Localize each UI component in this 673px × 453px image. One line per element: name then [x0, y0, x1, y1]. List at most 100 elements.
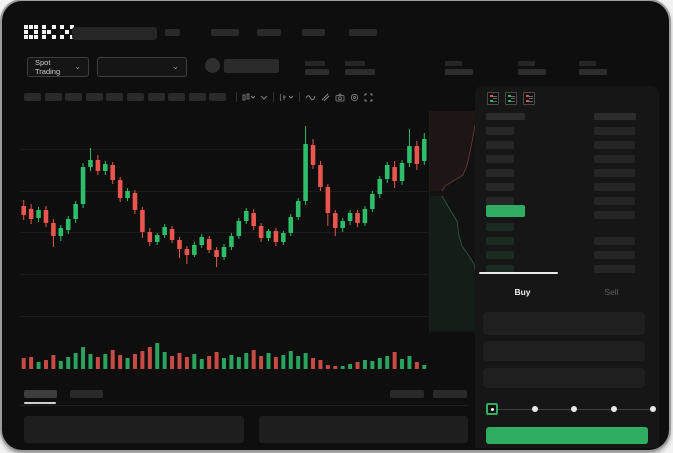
gridline [20, 191, 428, 192]
pair-selector-dropdown[interactable]: ⌄ [97, 57, 187, 77]
measure-icon[interactable] [321, 93, 330, 102]
orders-panel-placeholder [24, 416, 244, 443]
stat-label-placeholder [345, 61, 365, 66]
slider-stop[interactable] [610, 406, 617, 412]
order-side-tabs: Buy Sell [478, 272, 656, 305]
chart-toolbar-icons [236, 91, 373, 103]
depth-qty-row[interactable] [594, 197, 635, 205]
amount-slider[interactable] [486, 403, 656, 415]
timeframe-button[interactable] [44, 93, 62, 101]
order-input[interactable] [483, 368, 645, 388]
ask-row[interactable] [486, 155, 514, 163]
order-input[interactable] [483, 341, 645, 361]
bid-row[interactable] [486, 237, 514, 245]
stat-value-placeholder [579, 69, 607, 75]
nav-item-placeholder[interactable] [165, 29, 180, 36]
indicators-icon[interactable] [279, 93, 294, 102]
orderbook-left-header [486, 113, 525, 120]
bottom-action-placeholder[interactable] [390, 390, 424, 398]
gridline [20, 149, 428, 150]
ask-row[interactable] [486, 197, 514, 205]
stat-label-placeholder [518, 61, 535, 66]
nav-item-placeholder[interactable] [257, 29, 281, 36]
bid-row[interactable] [486, 265, 514, 273]
order-input[interactable] [483, 312, 645, 335]
trade-sidebar: Buy Sell [475, 86, 659, 448]
slider-stop[interactable] [486, 403, 498, 415]
timeframe-button[interactable] [85, 93, 103, 101]
bid-row[interactable] [486, 251, 514, 259]
chevron-down-icon[interactable] [260, 93, 268, 101]
volume-chart [21, 343, 427, 369]
nav-item-placeholder[interactable] [211, 29, 239, 36]
depth-qty-row[interactable] [594, 127, 635, 135]
ask-row[interactable] [486, 183, 514, 191]
timeframe-button[interactable] [24, 93, 41, 101]
buy-submit-button[interactable] [486, 427, 648, 444]
depth-qty-row[interactable] [594, 155, 635, 163]
depth-chart [429, 111, 477, 333]
settings-icon[interactable] [350, 93, 359, 102]
tab-sell[interactable]: Sell [604, 287, 619, 297]
coin-avatar [205, 58, 220, 73]
stat-label-placeholder [579, 61, 596, 66]
ask-row[interactable] [486, 169, 514, 177]
stat-value-placeholder [345, 69, 375, 75]
camera-icon[interactable] [335, 93, 345, 102]
timeframe-button[interactable] [188, 93, 206, 101]
depth-qty-row[interactable] [594, 141, 635, 149]
bottom-tab-active[interactable] [24, 390, 57, 398]
stat-value-placeholder [518, 69, 546, 75]
depth-qty-row[interactable] [594, 265, 635, 273]
nav-item-placeholder[interactable] [349, 29, 377, 36]
slider-stop[interactable] [571, 406, 577, 412]
bottom-action-placeholder[interactable] [433, 390, 467, 398]
logo-o [24, 25, 38, 39]
bottom-tab-inactive[interactable] [70, 390, 103, 398]
bid-row[interactable] [486, 223, 514, 231]
ask-row[interactable] [486, 127, 514, 135]
timeframe-button[interactable] [126, 93, 144, 101]
stat-value-placeholder [445, 69, 473, 75]
nav-item-placeholder[interactable] [302, 29, 325, 36]
chart-type-icon[interactable] [242, 93, 255, 102]
bottom-tab-underline [24, 402, 56, 404]
slider-stop[interactable] [650, 406, 656, 412]
timeframe-buttons [24, 93, 227, 101]
stat-value-placeholder [305, 69, 329, 75]
orderbook-asks-icon[interactable] [523, 92, 535, 105]
timeframe-button[interactable] [209, 93, 227, 101]
tab-buy[interactable]: Buy [478, 272, 567, 305]
last-price-placeholder [224, 59, 279, 73]
timeframe-button[interactable] [168, 93, 186, 101]
timeframe-button[interactable] [147, 93, 165, 101]
depth-qty-row[interactable] [594, 237, 635, 245]
bottom-divider [20, 405, 468, 406]
depth-qty-row[interactable] [594, 251, 635, 259]
market-type-dropdown[interactable]: Spot Trading ⌄ [27, 57, 89, 77]
orderbook-view-toggles [487, 92, 535, 105]
timeframe-button[interactable] [65, 93, 83, 101]
depth-qty-row[interactable] [594, 211, 635, 219]
slider-stop[interactable] [531, 406, 538, 412]
gridline [20, 316, 428, 317]
fullscreen-icon[interactable] [364, 93, 373, 102]
timeframe-button[interactable] [106, 93, 124, 101]
chevron-down-icon: ⌄ [74, 62, 81, 71]
orderbook-bids-icon[interactable] [505, 92, 517, 105]
chevron-down-icon: ⌄ [172, 62, 179, 71]
orderbook-both-icon[interactable] [487, 92, 499, 105]
market-type-label: Spot Trading [35, 58, 61, 76]
candlestick-chart [21, 126, 427, 267]
logo-k [42, 25, 56, 39]
orderbook-right-header [594, 113, 636, 120]
search-input[interactable] [72, 27, 157, 40]
depth-qty-row[interactable] [594, 169, 635, 177]
stat-label-placeholder [445, 61, 462, 66]
depth-qty-row[interactable] [594, 183, 635, 191]
okx-logo [24, 25, 74, 39]
wave-line-icon[interactable] [305, 93, 316, 101]
ask-row[interactable] [486, 141, 514, 149]
gridline [20, 232, 428, 233]
